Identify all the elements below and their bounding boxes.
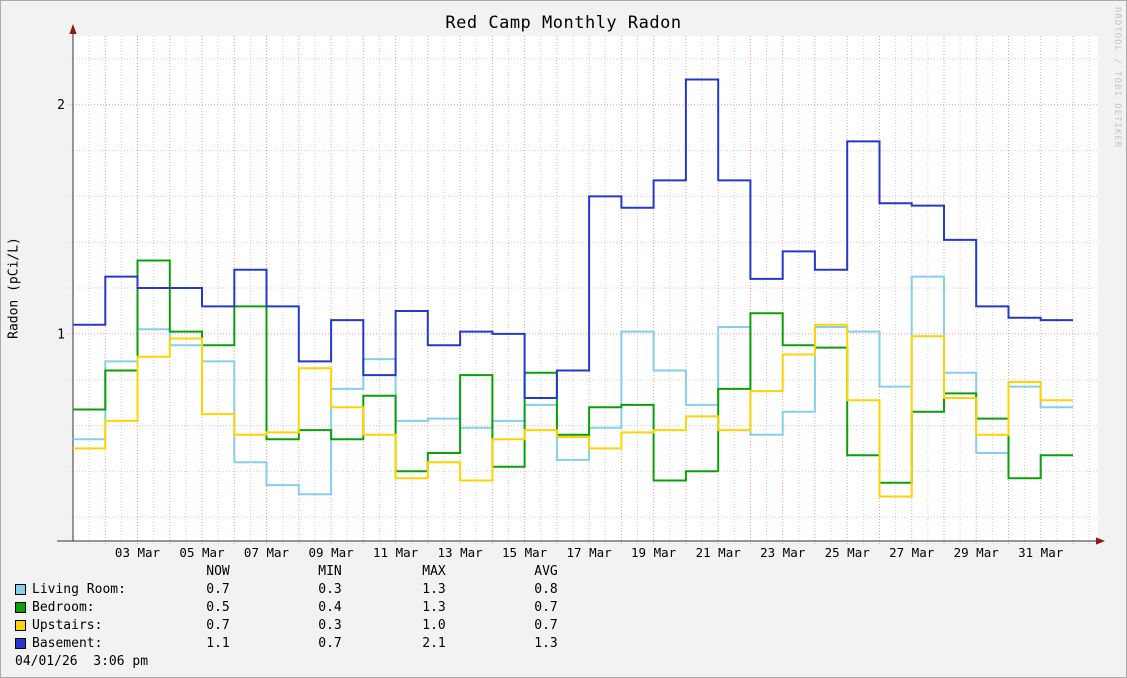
legend-avg-value: 1.3 (534, 636, 558, 651)
legend-header-max: MAX (422, 564, 446, 579)
upstairs-swatch-icon (15, 620, 26, 631)
legend-label: Upstairs: (32, 618, 103, 633)
legend-avg-value: 0.8 (534, 582, 558, 597)
legend-min-value: 0.3 (318, 582, 342, 597)
legend-min-value: 0.4 (318, 600, 342, 615)
legend-header-now: NOW (206, 564, 230, 579)
svg-text:17 Mar: 17 Mar (567, 545, 613, 560)
svg-text:27 Mar: 27 Mar (889, 545, 935, 560)
svg-text:09 Mar: 09 Mar (309, 545, 355, 560)
page-title: Red Camp Monthly Radon (445, 13, 682, 33)
legend-min-value: 0.3 (318, 618, 342, 633)
legend-avg-value: 0.7 (534, 600, 558, 615)
legend-now-value: 0.7 (206, 618, 230, 633)
svg-text:03 Mar: 03 Mar (115, 545, 161, 560)
bedroom-swatch-icon (15, 602, 26, 613)
legend-header-row: NOW MIN MAX AVG (1, 563, 1126, 580)
svg-text:23 Mar: 23 Mar (760, 545, 806, 560)
legend-max-value: 1.3 (422, 600, 446, 615)
legend-label: Bedroom: (32, 600, 95, 615)
legend-row-living-room: Living Room: 0.7 0.3 1.3 0.8 (1, 581, 1126, 598)
svg-text:05 Mar: 05 Mar (179, 545, 225, 560)
graph-timestamp: 04/01/26 3:06 pm (15, 654, 149, 669)
legend-min-value: 0.7 (318, 636, 342, 651)
y-axis-label: Radon (pCi/L) (6, 237, 22, 339)
svg-text:21 Mar: 21 Mar (696, 545, 742, 560)
svg-text:1: 1 (57, 327, 65, 342)
svg-text:07 Mar: 07 Mar (244, 545, 290, 560)
svg-text:25 Mar: 25 Mar (825, 545, 871, 560)
svg-text:31 Mar: 31 Mar (1018, 545, 1064, 560)
legend-header-avg: AVG (534, 564, 558, 579)
basement-swatch-icon (15, 638, 26, 649)
legend-now-value: 0.7 (206, 582, 230, 597)
legend-row-bedroom: Bedroom: 0.5 0.4 1.3 0.7 (1, 599, 1126, 616)
legend-row-basement: Basement: 1.1 0.7 2.1 1.3 (1, 635, 1126, 652)
legend-header-min: MIN (318, 564, 342, 579)
svg-text:11 Mar: 11 Mar (373, 545, 419, 560)
living-room-swatch-icon (15, 584, 26, 595)
rrdtool-watermark: RRDTOOL / TOBI OETIKER (1112, 7, 1122, 149)
svg-text:13 Mar: 13 Mar (438, 545, 484, 560)
legend-now-value: 0.5 (206, 600, 230, 615)
legend-row-upstairs: Upstairs: 0.7 0.3 1.0 0.7 (1, 617, 1126, 634)
radon-chart: 1 2 03 Mar 05 Mar 07 Mar 09 Mar 11 Mar 13 Mar 15… (57, 24, 1105, 560)
legend-label: Living Room: (32, 582, 126, 597)
legend-label: Basement: (32, 636, 103, 651)
legend-now-value: 1.1 (206, 636, 230, 651)
svg-text:29 Mar: 29 Mar (954, 545, 1000, 560)
legend-max-value: 1.3 (422, 582, 446, 597)
legend-max-value: 1.0 (422, 618, 446, 633)
legend-max-value: 2.1 (422, 636, 446, 651)
svg-text:2: 2 (57, 98, 65, 113)
legend-avg-value: 0.7 (534, 618, 558, 633)
svg-text:19 Mar: 19 Mar (631, 545, 677, 560)
timestamp-row: 04/01/26 3:06 pm (1, 653, 1126, 670)
svg-text:15 Mar: 15 Mar (502, 545, 548, 560)
